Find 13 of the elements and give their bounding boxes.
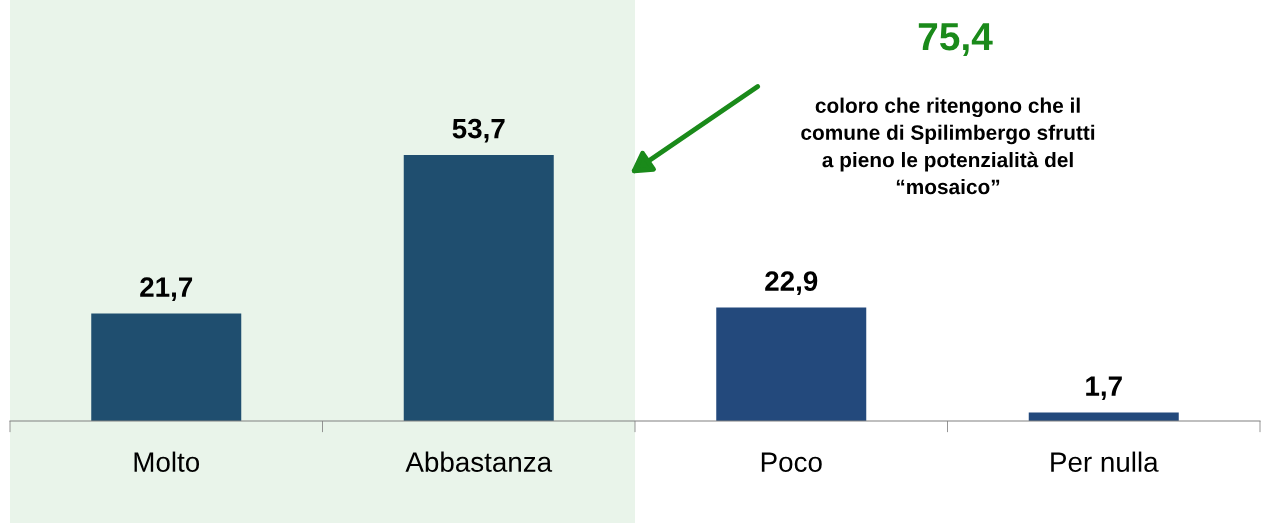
- x-tick-label: Per nulla: [1051, 451, 1159, 472]
- annotation: coloro che ritengono che il comune di Spilimbergo sfrutti a pieno le potenzialità del “mosaico”: [801, 97, 1095, 195]
- bar: [716, 307, 867, 421]
- text: 75,4: [918, 23, 993, 57]
- x-tick-label: Abbastanza: [405, 451, 553, 472]
- data-label: 53,7: [452, 118, 505, 143]
- bar: [91, 313, 242, 421]
- x-tick-label: Molto: [134, 451, 200, 472]
- data-label: 22,9: [765, 271, 818, 295]
- x-tick-label: Poco: [761, 452, 822, 472]
- data-label: 1,7: [1086, 376, 1122, 401]
- data-label: 21,7: [140, 277, 193, 301]
- bar: [403, 155, 554, 421]
